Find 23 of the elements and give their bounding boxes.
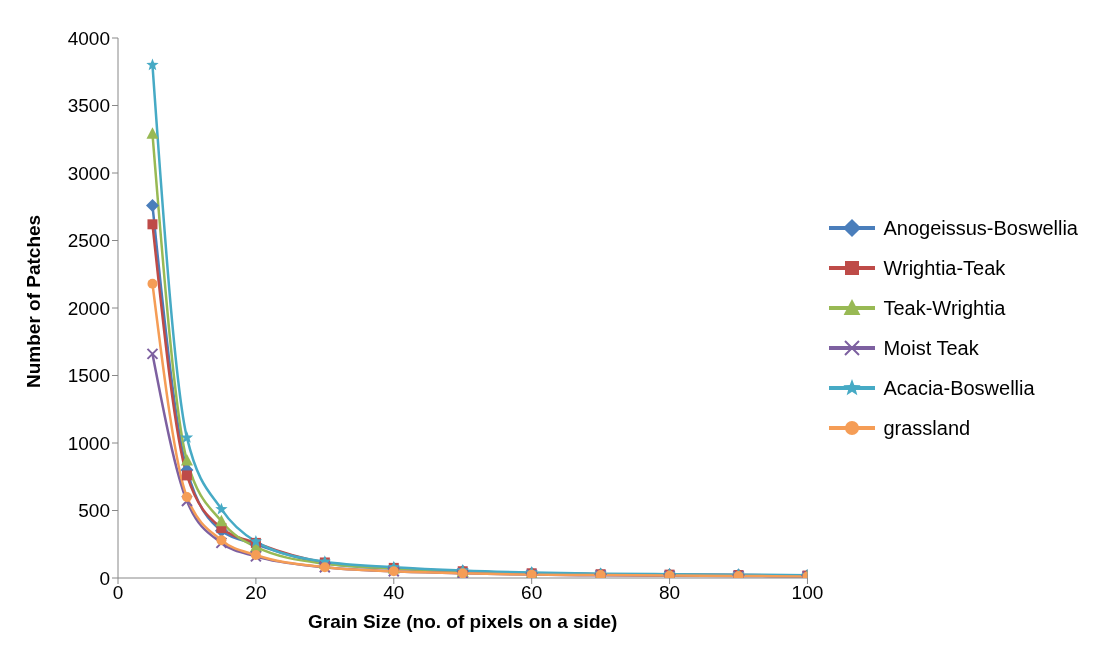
y-tick-label: 2500 xyxy=(67,230,110,252)
x-tick-label: 80 xyxy=(658,582,681,604)
x-tick-label: 100 xyxy=(791,582,824,604)
legend-label: Teak-Wrightia xyxy=(883,296,1006,320)
y-tick-label: 1500 xyxy=(67,365,110,387)
y-tick-label: 2000 xyxy=(67,297,110,319)
legend-label: Acacia-Boswellia xyxy=(883,376,1035,400)
x-tick-label: 60 xyxy=(521,582,543,604)
legend-label: Anogeissus-Boswellia xyxy=(883,216,1078,240)
y-tick-label: 4000 xyxy=(67,27,110,49)
legend-label: grassland xyxy=(883,416,971,440)
y-tick-label: 3000 xyxy=(67,162,110,184)
y-tick-label: 500 xyxy=(78,500,110,522)
y-axis-title: Number of Patches xyxy=(22,214,44,388)
x-tick-label: 20 xyxy=(245,582,267,604)
y-tick-label: 1000 xyxy=(67,432,110,454)
legend-label: Moist Teak xyxy=(883,336,979,360)
x-axis-title: Grain Size (no. of pixels on a side) xyxy=(308,611,618,632)
legend-label: Wrightia-Teak xyxy=(883,256,1006,280)
x-tick-label: 40 xyxy=(383,582,405,604)
y-tick-label: 0 xyxy=(99,567,110,589)
x-tick-label: 0 xyxy=(112,582,124,604)
y-tick-label: 3500 xyxy=(67,95,110,117)
